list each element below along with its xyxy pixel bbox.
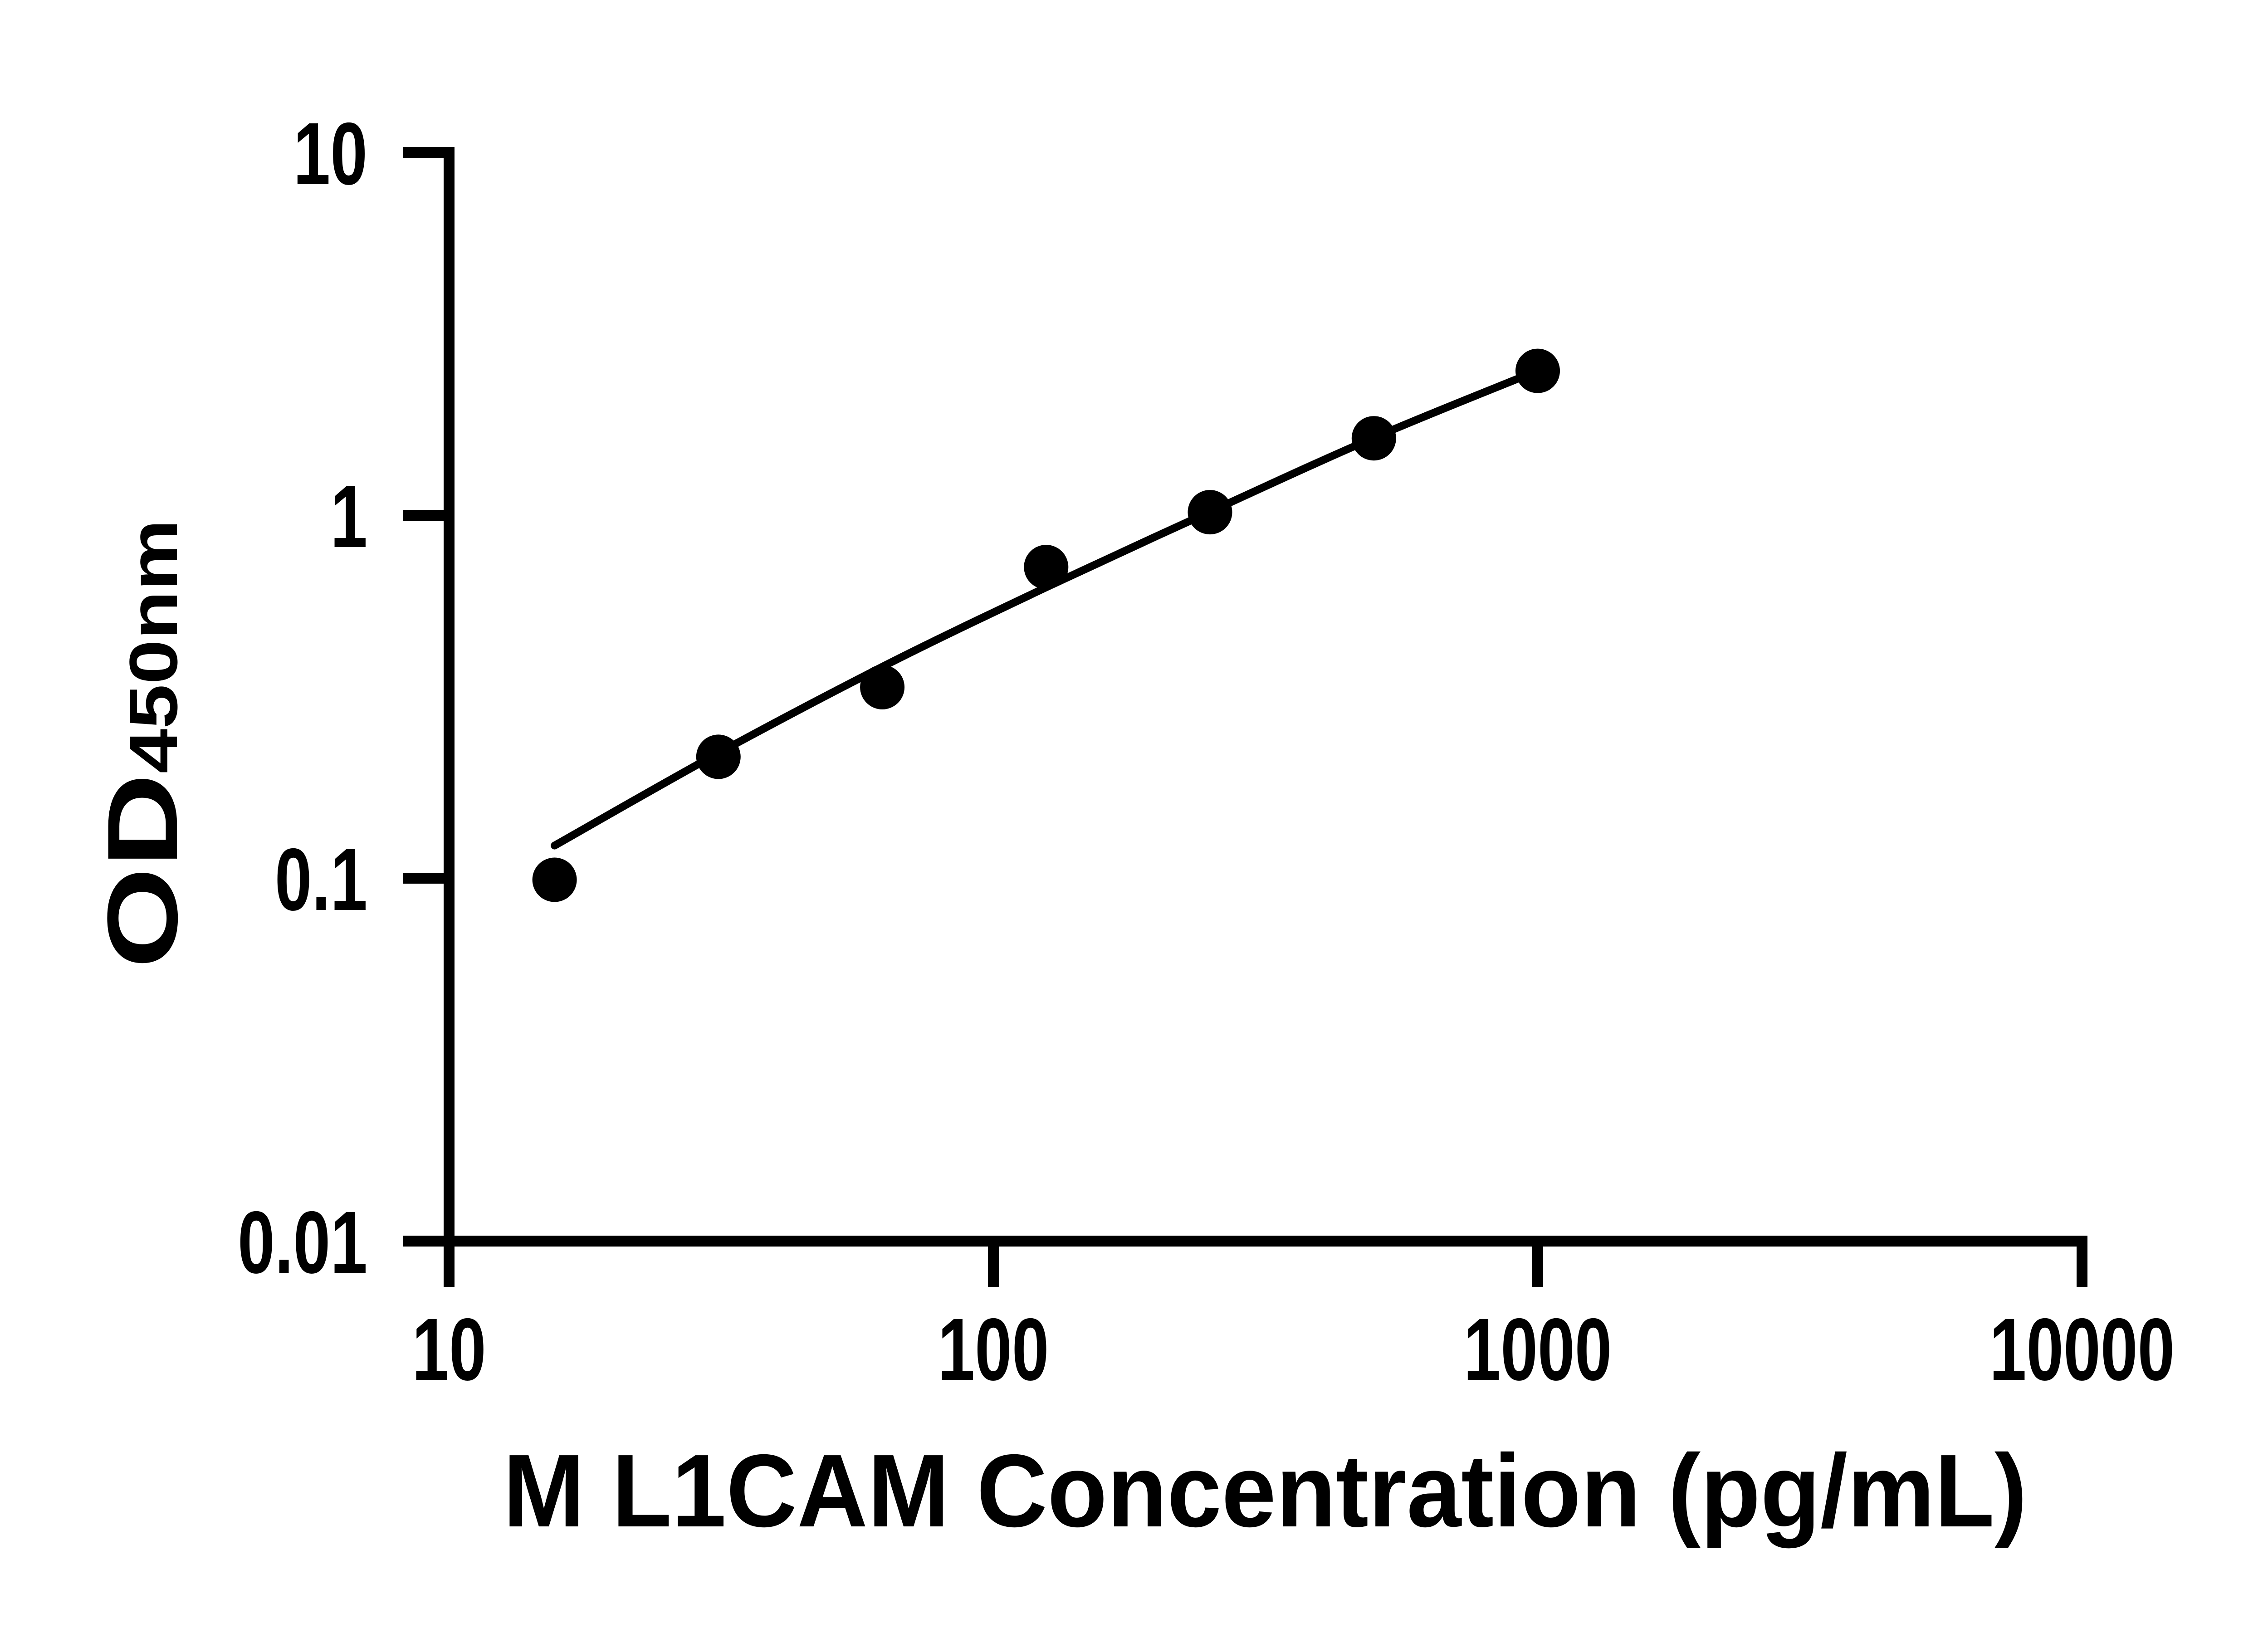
x-tick-label-10000: 10000 — [1989, 1300, 2175, 1399]
data-point-62.5pg-ml — [860, 665, 905, 709]
x-tick-label-10: 10 — [412, 1300, 486, 1399]
x-tick-label-100: 100 — [938, 1300, 1049, 1399]
x-axis-title: M L1CAM Concentration (pg/mL) — [503, 1433, 2027, 1549]
y-axis-title-subscript: 450nm — [115, 519, 191, 773]
data-point-1000pg-ml — [1515, 348, 1560, 393]
data-point-125pg-ml — [1024, 545, 1069, 590]
data-point-500pg-ml — [1351, 416, 1396, 461]
data-point-15.625pg-ml — [532, 857, 577, 902]
y-tick-label-1: 1 — [330, 467, 367, 566]
x-tick-label-1000: 1000 — [1464, 1300, 1612, 1399]
y-tick-label-0.1: 0.1 — [275, 830, 367, 929]
data-point-31.25pg-ml — [696, 734, 741, 779]
y-tick-label-10: 10 — [293, 104, 367, 203]
y-axis-title: OD450nm — [87, 519, 198, 968]
y-tick-label-0.01: 0.01 — [238, 1193, 367, 1292]
y-axis-title-main: OD — [87, 773, 198, 968]
plot-area: 10 1 0.1 0.01 10 100 1000 10000 — [238, 104, 2175, 1399]
data-point-250pg-ml — [1188, 490, 1232, 535]
